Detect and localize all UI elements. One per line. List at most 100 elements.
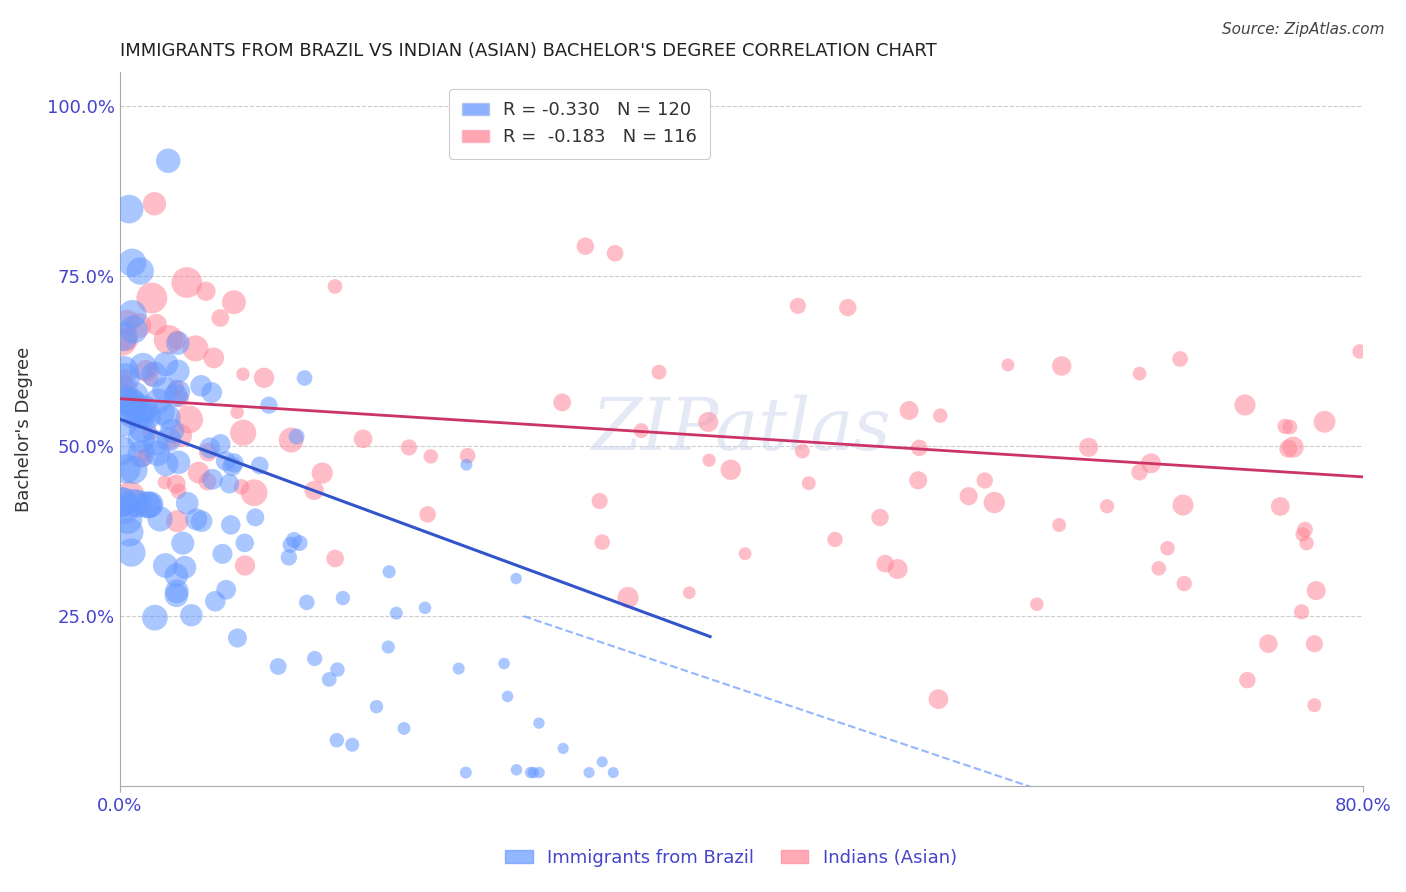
Point <box>190 514 212 528</box>
Point <box>797 476 820 491</box>
Point <box>1313 415 1336 429</box>
Point <box>180 608 202 623</box>
Point <box>150 405 173 419</box>
Point <box>578 765 600 780</box>
Point <box>169 392 191 406</box>
Point <box>886 562 908 576</box>
Point <box>129 432 152 446</box>
Point <box>198 441 221 455</box>
Point <box>142 363 165 377</box>
Point <box>574 239 596 253</box>
Point <box>231 480 253 494</box>
Point <box>505 572 527 586</box>
Point <box>139 425 162 440</box>
Point <box>122 397 145 411</box>
Point <box>1303 698 1326 713</box>
Point <box>166 364 188 378</box>
Point <box>454 765 477 780</box>
Point <box>232 425 254 440</box>
Point <box>124 389 146 403</box>
Point <box>285 429 308 443</box>
Point <box>630 424 652 438</box>
Point <box>138 498 160 512</box>
Point <box>120 394 142 409</box>
Point <box>898 403 921 417</box>
Point <box>527 716 550 731</box>
Point <box>110 443 132 458</box>
Point <box>155 558 177 573</box>
Point <box>129 264 152 278</box>
Point <box>342 738 364 752</box>
Point <box>155 357 177 371</box>
Point <box>1047 518 1070 533</box>
Point <box>280 433 302 447</box>
Point <box>519 765 541 780</box>
Point <box>1168 351 1191 366</box>
Point <box>505 763 527 777</box>
Point <box>875 557 897 571</box>
Point <box>221 459 243 474</box>
Point <box>1140 456 1163 470</box>
Point <box>153 475 176 490</box>
Point <box>233 536 256 550</box>
Point <box>131 408 153 422</box>
Point <box>277 550 299 565</box>
Point <box>288 536 311 550</box>
Point <box>786 299 808 313</box>
Y-axis label: Bachelor's Degree: Bachelor's Degree <box>15 347 32 512</box>
Point <box>167 455 190 469</box>
Point <box>172 536 194 550</box>
Point <box>678 586 700 600</box>
Point <box>1294 523 1316 537</box>
Point <box>377 640 399 654</box>
Point <box>257 398 280 412</box>
Point <box>143 610 166 624</box>
Point <box>194 285 217 299</box>
Point <box>114 370 136 384</box>
Point <box>121 407 143 421</box>
Point <box>115 369 138 384</box>
Point <box>1233 398 1256 412</box>
Point <box>209 437 232 451</box>
Point <box>792 444 814 458</box>
Point <box>243 485 266 500</box>
Point <box>179 412 201 426</box>
Point <box>129 447 152 461</box>
Point <box>522 765 544 780</box>
Point <box>136 498 159 512</box>
Point <box>385 606 408 620</box>
Point <box>957 489 980 503</box>
Point <box>398 441 420 455</box>
Point <box>115 462 138 476</box>
Point <box>734 547 756 561</box>
Point <box>201 385 224 400</box>
Point <box>983 495 1005 509</box>
Point <box>176 276 198 290</box>
Point <box>211 547 233 561</box>
Point <box>1156 541 1178 556</box>
Point <box>118 525 141 540</box>
Point <box>157 333 180 347</box>
Point <box>232 368 254 382</box>
Point <box>122 463 145 477</box>
Point <box>218 476 240 491</box>
Point <box>149 512 172 526</box>
Point <box>447 662 470 676</box>
Point <box>117 315 139 329</box>
Point <box>134 448 156 462</box>
Point <box>1291 527 1313 541</box>
Point <box>155 457 177 471</box>
Point <box>165 388 187 402</box>
Point <box>311 466 333 480</box>
Point <box>295 595 318 609</box>
Point <box>159 436 181 450</box>
Point <box>1257 637 1279 651</box>
Point <box>128 408 150 422</box>
Point <box>1282 440 1305 454</box>
Point <box>157 410 180 425</box>
Point <box>167 384 190 399</box>
Point <box>112 415 135 429</box>
Point <box>127 497 149 511</box>
Point <box>1077 441 1099 455</box>
Point <box>111 335 134 350</box>
